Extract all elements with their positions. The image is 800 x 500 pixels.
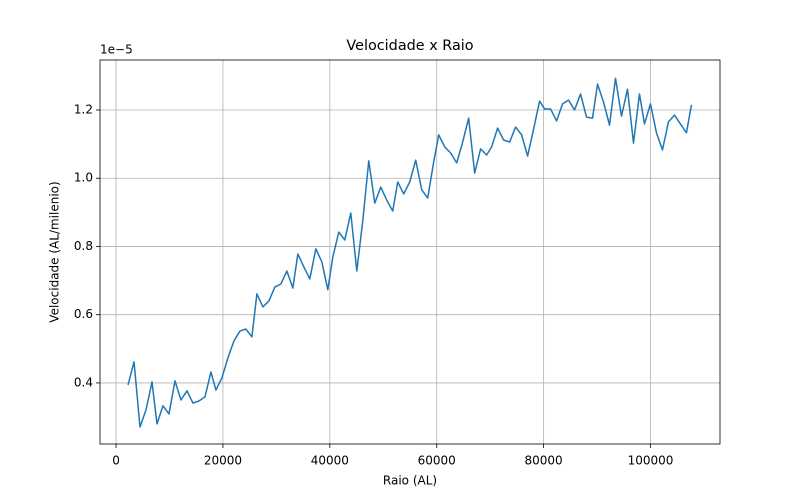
x-tick-label: 100000 xyxy=(628,454,674,468)
grid xyxy=(100,60,720,444)
plot xyxy=(127,77,693,428)
chart-title: Velocidade x Raio xyxy=(346,38,473,54)
y-tick-label: 0.6 xyxy=(74,307,93,321)
x-tick-label: 80000 xyxy=(525,454,563,468)
y-tick-label: 0.8 xyxy=(74,239,93,253)
y-tick-label: 0.4 xyxy=(74,375,93,389)
x-axis-label: Raio (AL) xyxy=(383,474,437,488)
y-tick-label: 1.2 xyxy=(74,102,93,116)
y-tick-label: 1.0 xyxy=(74,171,93,185)
x-tick-label: 40000 xyxy=(311,454,349,468)
x-tick-label: 20000 xyxy=(204,454,242,468)
y-offset-label: 1e−5 xyxy=(100,43,133,57)
x-tick-label: 0 xyxy=(112,454,120,468)
plot-frame xyxy=(99,59,721,445)
y-axis-label: Velocidade (AL/milenio) xyxy=(48,181,62,322)
data-line xyxy=(127,77,693,428)
x-tick-label: 60000 xyxy=(418,454,456,468)
